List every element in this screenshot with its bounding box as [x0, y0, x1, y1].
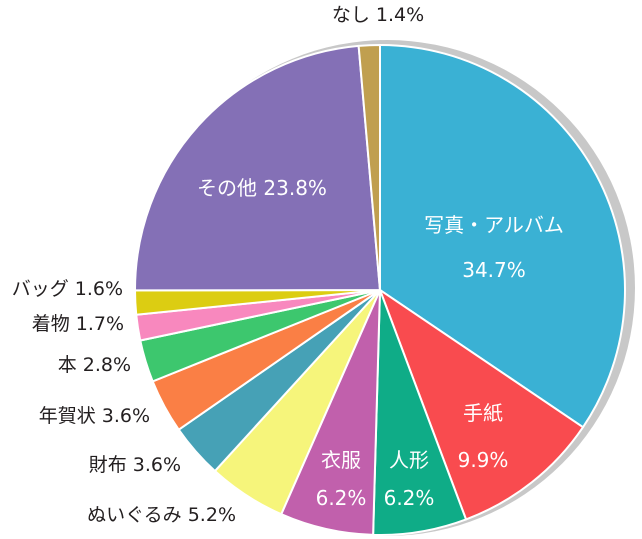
- slice-1: [379, 44, 626, 429]
- slice-12: [357, 43, 381, 291]
- slice-1-value-label: 34.7%: [462, 258, 526, 282]
- slice-4-value-label: 6.2%: [316, 486, 367, 510]
- slice-11-label: その他 23.8%: [197, 176, 327, 200]
- slice-3-name-label: 人形: [389, 448, 429, 472]
- pie-labels: 写真・アルバム 34.7% 手紙 9.9% 人形 6.2% 衣服 6.2% ぬいぐるみ 5.2%…: [12, 4, 564, 526]
- slice-12-label: なし 1.4%: [332, 4, 424, 26]
- slice-8-label: 本 2.8%: [58, 354, 131, 376]
- slice-1-name-label: 写真・アルバム: [424, 213, 564, 237]
- slice-6-label: 財布 3.6%: [89, 454, 181, 476]
- slice-2-value-label: 9.9%: [458, 448, 509, 472]
- slice-4-name-label: 衣服: [321, 448, 361, 472]
- slice-9-label: 着物 1.7%: [32, 313, 124, 335]
- slice-2: [379, 289, 584, 521]
- slice-7-label: 年賀状 3.6%: [39, 405, 150, 427]
- slice-2-name-label: 手紙: [463, 401, 503, 425]
- slice-3-value-label: 6.2%: [384, 486, 435, 510]
- pie-slices: [133, 43, 626, 536]
- slice-5-label: ぬいぐるみ 5.2%: [87, 504, 236, 526]
- slice-10-label: バッグ 1.6%: [12, 278, 123, 300]
- slice-11: [133, 44, 381, 292]
